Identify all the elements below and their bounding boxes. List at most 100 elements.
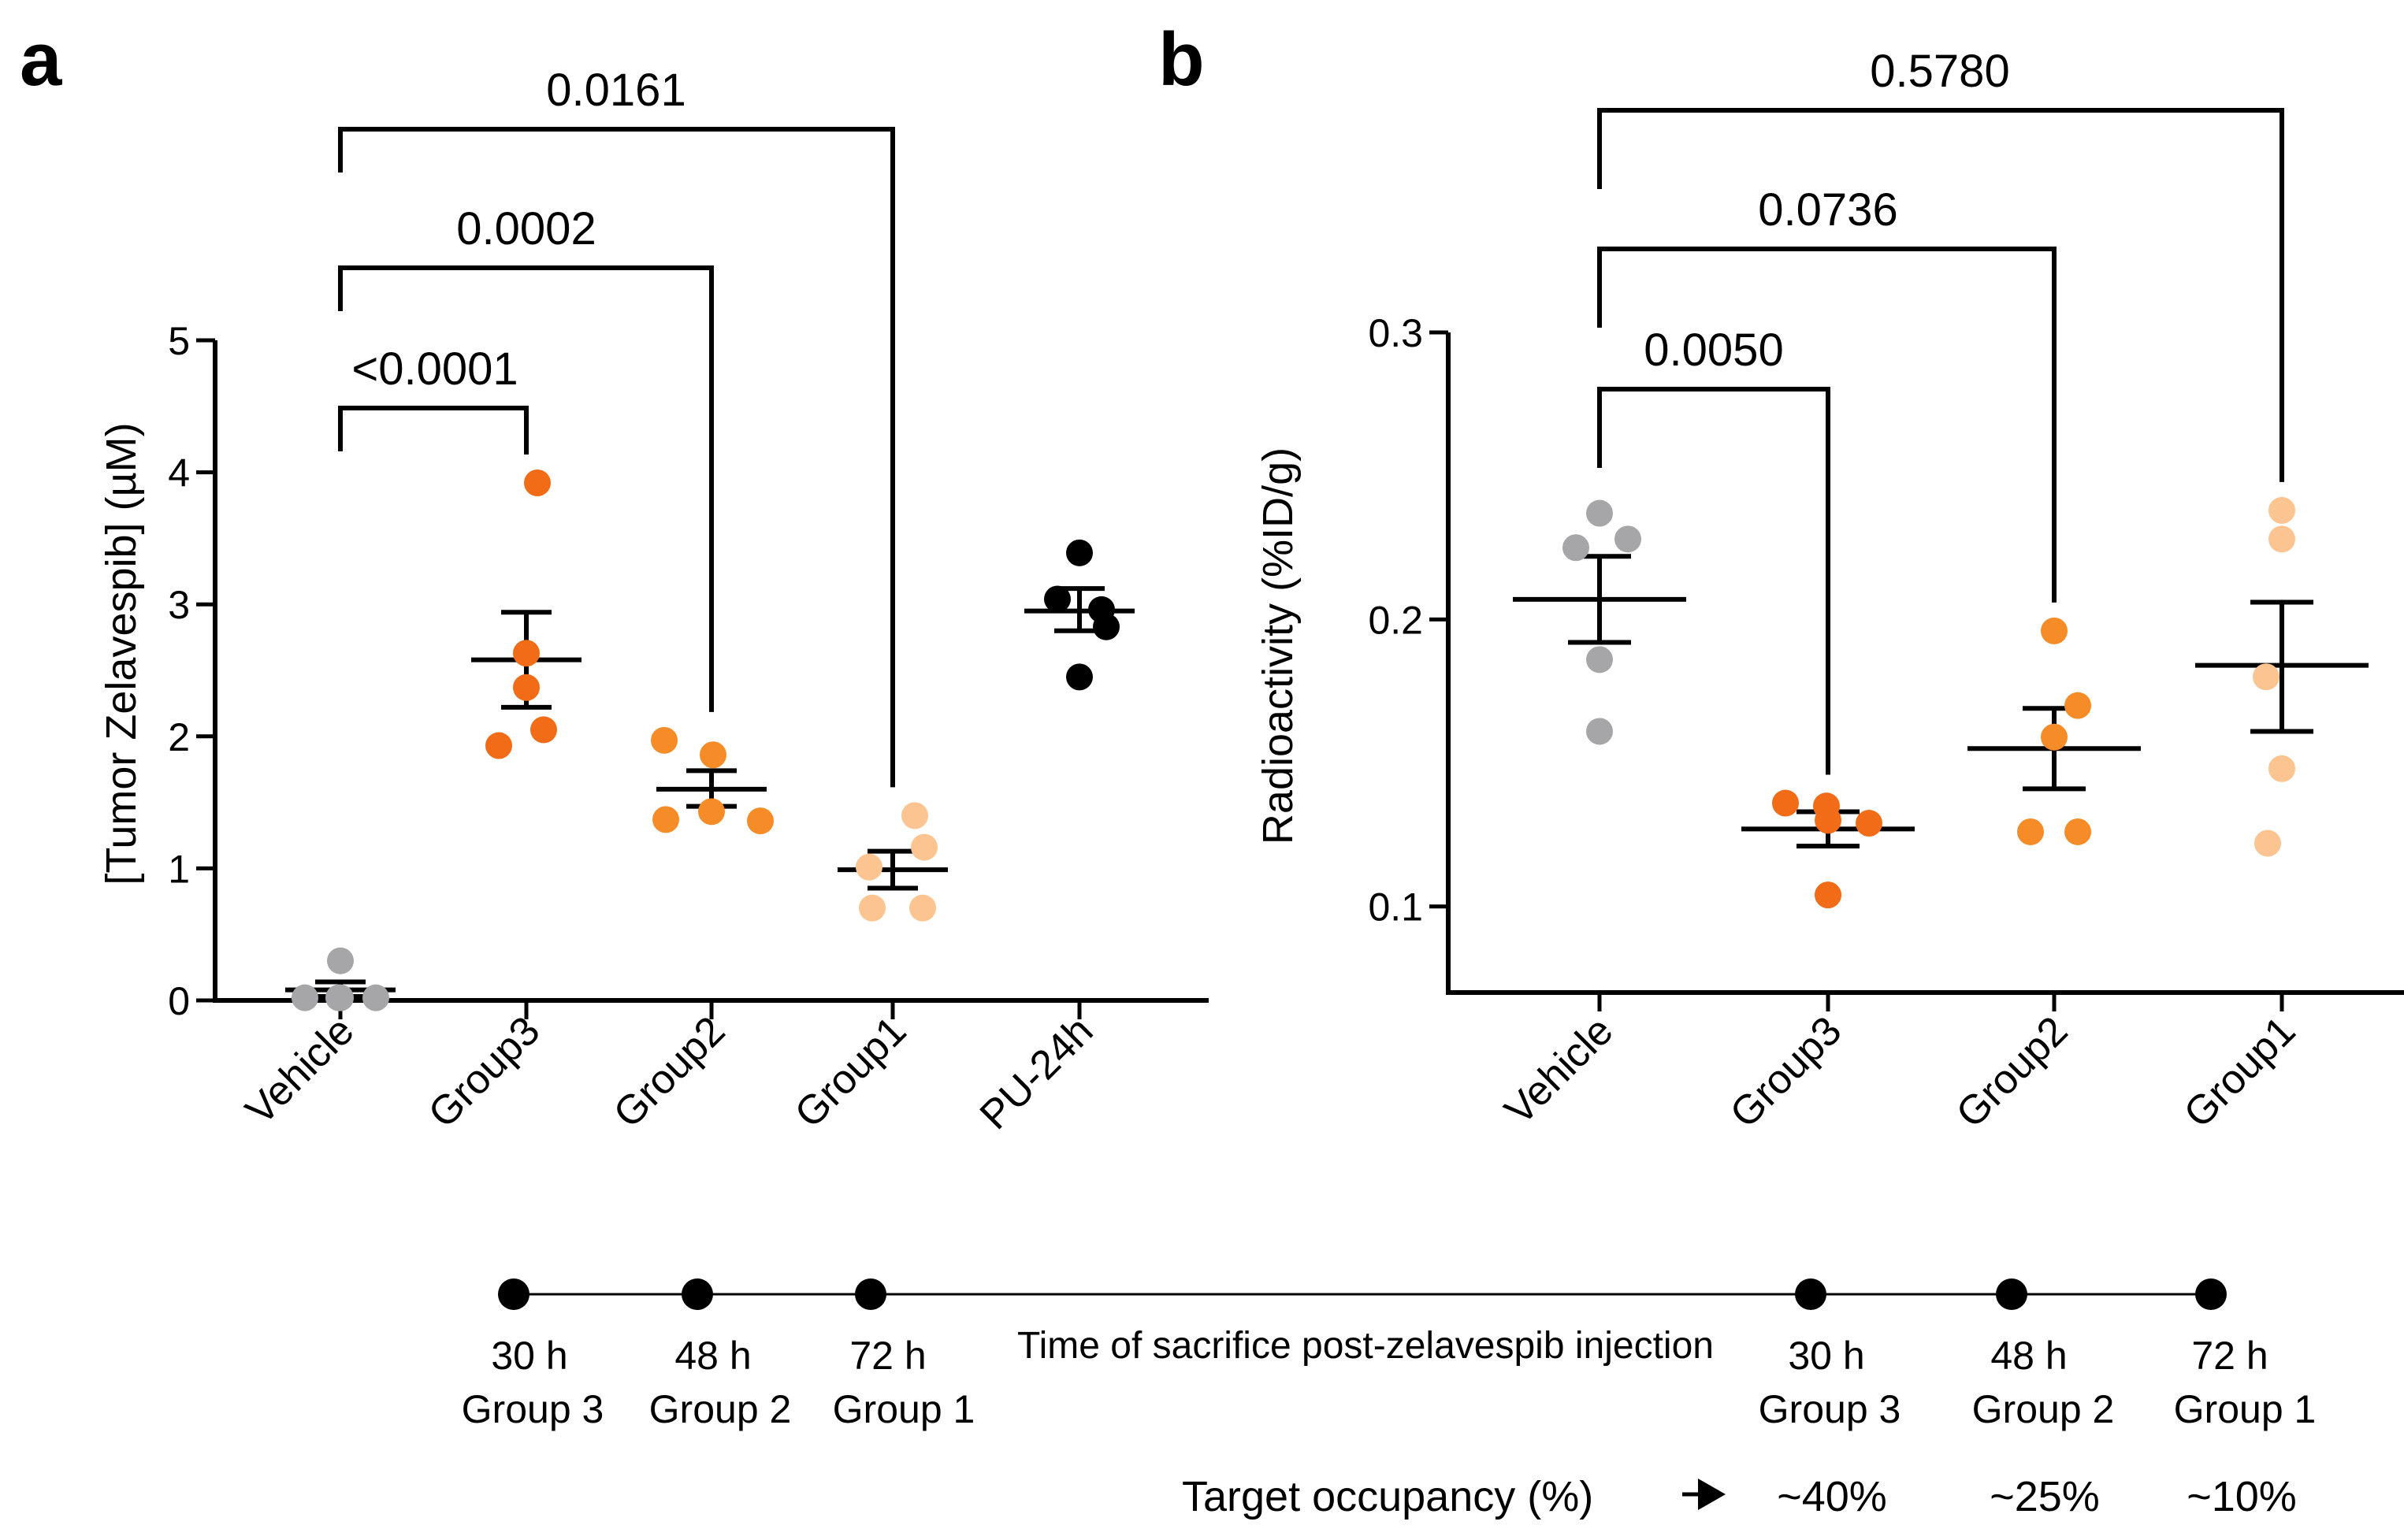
data-point bbox=[513, 640, 540, 667]
data-point bbox=[1586, 718, 1613, 745]
y-tick-label: 5 bbox=[168, 319, 190, 363]
x-tick-label: PU-24h bbox=[972, 1007, 1102, 1138]
data-point bbox=[700, 741, 726, 769]
significance-bracket bbox=[1597, 247, 2057, 603]
sacrifice-timeline: 30 h Group 3 48 h Group 2 72 h Group 1 T… bbox=[462, 1278, 2317, 1520]
data-point bbox=[651, 726, 678, 754]
panel-b-y-axis-label: Radioactivity (%ID/g) bbox=[1254, 447, 1302, 844]
x-tick-label: Vehicle bbox=[237, 1007, 363, 1134]
timeline-left-time-2: 48 h bbox=[674, 1334, 751, 1378]
p-value-label: <0.0001 bbox=[351, 343, 518, 395]
timeline-right-time-2: 48 h bbox=[1990, 1334, 2067, 1378]
target-occupancy-value-2: ~25% bbox=[1990, 1473, 2100, 1520]
panel-a-x-tick-labels: Vehicle Group3 Group2 Group1 PU-24h bbox=[237, 1007, 1102, 1138]
y-tick-label: 3 bbox=[168, 583, 190, 627]
y-tick-label: 4 bbox=[168, 451, 190, 495]
timeline-left-time-3: 72 h bbox=[849, 1334, 926, 1378]
panel-b-data-points bbox=[1562, 496, 2295, 909]
panel-a-axes: 0 1 2 3 4 5 bbox=[168, 319, 1209, 1023]
data-point bbox=[2064, 692, 2091, 719]
panel-b-x-tick-labels: Vehicle Group3 Group2 Group1 bbox=[1496, 1007, 2305, 1137]
timeline-dot-left-30h bbox=[498, 1278, 529, 1310]
data-point bbox=[2268, 755, 2295, 782]
data-point bbox=[2254, 829, 2281, 857]
data-point bbox=[859, 894, 886, 922]
x-tick-label: Group2 bbox=[605, 1007, 734, 1137]
data-point bbox=[485, 732, 512, 759]
data-point bbox=[513, 674, 540, 701]
timeline-dot-right-72h bbox=[2195, 1278, 2227, 1310]
data-point bbox=[909, 894, 936, 922]
data-point bbox=[1614, 525, 1641, 553]
data-point bbox=[524, 469, 551, 497]
significance-bracket bbox=[338, 127, 895, 788]
data-point bbox=[2268, 525, 2295, 553]
timeline-right-group-3: Group 1 bbox=[2174, 1387, 2317, 1431]
data-point bbox=[2064, 818, 2091, 845]
timeline-caption: Time of sacrifice post-zelavespib inject… bbox=[1017, 1325, 1714, 1367]
p-value-label: 0.0161 bbox=[546, 65, 686, 116]
x-tick-label: Group1 bbox=[2175, 1007, 2305, 1137]
data-point bbox=[1815, 881, 1841, 909]
y-tick-label: 0.2 bbox=[1368, 598, 1423, 642]
timeline-left-group-3: Group 1 bbox=[833, 1387, 975, 1431]
timeline-left-time-1: 30 h bbox=[491, 1334, 567, 1378]
x-tick-label: Group3 bbox=[420, 1007, 549, 1137]
x-tick-label: Group3 bbox=[1722, 1007, 1851, 1137]
x-tick-label: Group1 bbox=[786, 1007, 916, 1137]
data-point bbox=[856, 853, 882, 881]
data-point bbox=[1562, 534, 1589, 562]
x-tick-label: Group2 bbox=[1948, 1007, 2077, 1137]
data-point bbox=[2253, 663, 2280, 691]
panel-b-significance-brackets: 0.0050 0.0736 0.5780 bbox=[1597, 46, 2284, 775]
timeline-dot-left-48h bbox=[682, 1278, 713, 1310]
data-point bbox=[1586, 646, 1613, 674]
significance-bracket bbox=[338, 265, 714, 712]
data-point bbox=[1066, 663, 1093, 691]
timeline-right-group-2: Group 2 bbox=[1972, 1387, 2115, 1431]
data-point bbox=[1044, 585, 1071, 613]
p-value-label: 0.0050 bbox=[1644, 325, 1783, 376]
timeline-dot-right-48h bbox=[1996, 1278, 2027, 1310]
data-point bbox=[747, 807, 774, 835]
target-occupancy-value-1: ~40% bbox=[1777, 1473, 1887, 1520]
panel-a-y-axis-label: [Tumor Zelavespib] (µM) bbox=[98, 422, 145, 885]
data-point bbox=[698, 798, 725, 826]
y-tick-label: 0 bbox=[168, 979, 190, 1023]
significance-bracket bbox=[1597, 387, 1830, 775]
panel-a-chart: a [Tumor Zelavespib] (µM) 0 1 2 3 4 5 <0.0001… bbox=[20, 17, 1209, 1138]
data-point bbox=[2268, 496, 2295, 524]
panel-b-axes: 0.1 0.2 0.3 bbox=[1368, 311, 2404, 1011]
p-value-label: 0.5780 bbox=[1870, 46, 2009, 97]
timeline-left-group-2: Group 2 bbox=[649, 1387, 792, 1431]
significance-bracket bbox=[338, 406, 529, 455]
y-tick-label: 2 bbox=[168, 715, 190, 759]
data-point bbox=[1066, 539, 1093, 566]
data-point bbox=[2041, 617, 2068, 644]
data-point bbox=[1772, 789, 1799, 817]
significance-bracket bbox=[1597, 108, 2284, 482]
timeline-dot-right-30h bbox=[1795, 1278, 1826, 1310]
data-point bbox=[530, 716, 557, 744]
y-tick-label: 0.1 bbox=[1368, 885, 1423, 930]
p-value-label: 0.0736 bbox=[1758, 184, 1897, 236]
timeline-left-group-1: Group 3 bbox=[462, 1387, 604, 1431]
panel-a-label: a bbox=[20, 17, 62, 102]
data-point bbox=[327, 984, 354, 1011]
panel-a-significance-brackets: <0.0001 0.0002 0.0161 bbox=[338, 65, 895, 788]
data-point bbox=[2041, 723, 2068, 751]
data-point bbox=[1093, 613, 1120, 640]
data-point bbox=[1586, 499, 1613, 527]
target-occupancy-value-3: ~10% bbox=[2187, 1473, 2297, 1520]
timeline-right-time-1: 30 h bbox=[1788, 1334, 1864, 1378]
p-value-label: 0.0002 bbox=[456, 203, 596, 254]
panel-b-chart: b Radioactivity (%ID/g) 0.1 0.2 0.3 0.0050… bbox=[1158, 17, 2404, 1137]
panel-a-data-points bbox=[292, 469, 1120, 1011]
timeline-right-group-1: Group 3 bbox=[1759, 1387, 1901, 1431]
y-tick-label: 1 bbox=[168, 847, 190, 891]
data-point bbox=[1815, 807, 1841, 834]
data-point bbox=[292, 984, 318, 1011]
data-point bbox=[2017, 818, 2044, 845]
panel-b-error-bars bbox=[1513, 554, 2369, 849]
